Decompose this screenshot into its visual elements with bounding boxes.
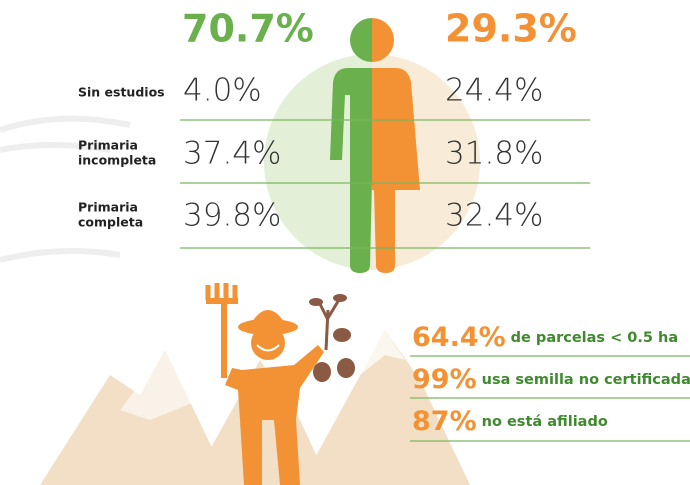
stat-text: usa semilla no certificada xyxy=(482,372,690,388)
row-label: Primaria xyxy=(78,138,138,153)
stat-lines xyxy=(410,355,690,442)
stat-text: de parcelas < 0.5 ha xyxy=(511,330,678,346)
female-value: 24.4% xyxy=(445,73,543,109)
female-value: 31.8% xyxy=(445,136,543,172)
row-label: incompleta xyxy=(78,153,156,168)
stat-line: 87% no está afiliado xyxy=(412,406,608,437)
plant-icon xyxy=(309,294,355,382)
row-label: Primaria xyxy=(78,200,138,215)
stat-value: 64.4% xyxy=(412,322,506,353)
farmer-icon xyxy=(205,283,324,485)
stat-text: no está afiliado xyxy=(482,414,608,430)
row-label: Sin estudios xyxy=(78,85,165,100)
circle-left xyxy=(264,54,372,270)
stat-value: 99% xyxy=(412,364,477,395)
stat-value: 87% xyxy=(412,406,477,437)
male-value: 37.4% xyxy=(183,136,281,172)
male-value: 39.8% xyxy=(183,198,281,234)
row-lines xyxy=(180,119,590,249)
row-label: completa xyxy=(78,215,143,230)
female-share: 29.3% xyxy=(445,7,577,51)
stat-line: 99% usa semilla no certificada xyxy=(412,364,690,395)
stat-line: 64.4% de parcelas < 0.5 ha xyxy=(412,322,678,353)
male-share: 70.7% xyxy=(182,7,314,51)
female-value: 32.4% xyxy=(445,198,543,234)
gender-icon xyxy=(330,18,420,273)
background-strokes xyxy=(0,115,131,263)
ground-rings xyxy=(199,468,401,485)
male-value: 4.0% xyxy=(183,73,262,109)
